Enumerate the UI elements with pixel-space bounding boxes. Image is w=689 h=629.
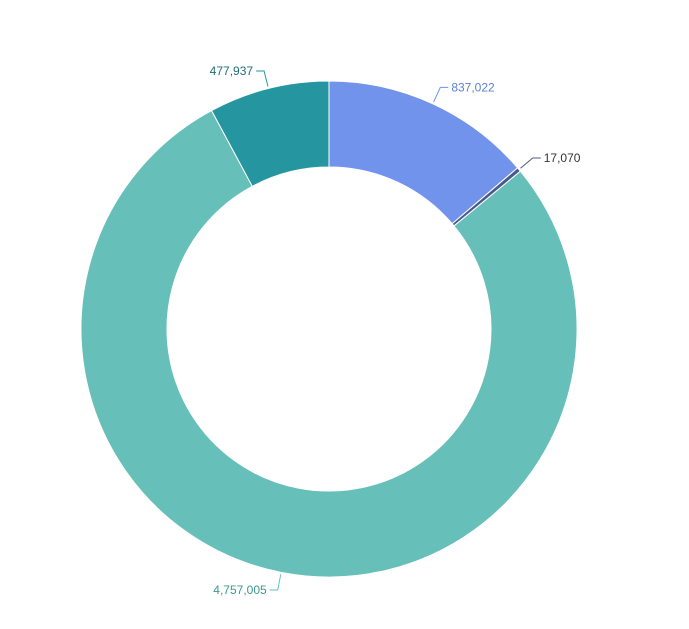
- data-label-0: 837,022: [451, 80, 495, 94]
- data-label-3: 477,937: [210, 64, 254, 78]
- labels-layer: 837,022 17,070 4,757,005 477,937: [210, 64, 581, 597]
- slices-layer: [80, 80, 578, 578]
- donut-slice-3[interactable]: [210, 80, 330, 187]
- data-label-1: 17,070: [544, 151, 581, 165]
- data-label-2: 4,757,005: [213, 583, 267, 597]
- leader-line-1: [520, 157, 541, 169]
- leader-line-2: [269, 574, 282, 591]
- leader-line-3: [256, 70, 269, 87]
- donut-slice-2[interactable]: [80, 109, 578, 578]
- leader-line-0: [433, 86, 449, 103]
